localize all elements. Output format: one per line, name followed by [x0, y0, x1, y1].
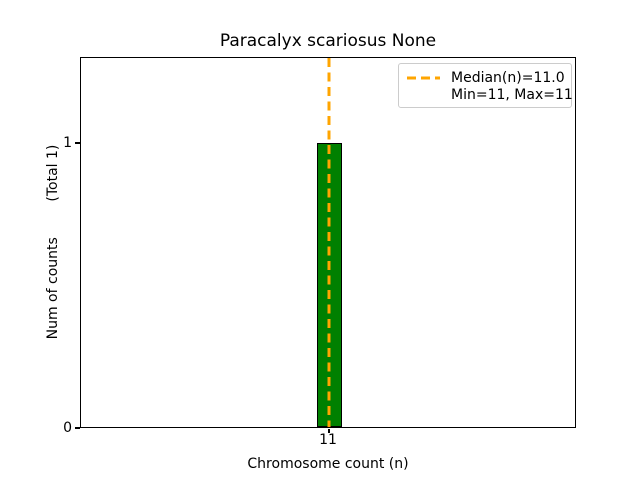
legend-entry-min-max: Min=11, Max=11 [407, 86, 573, 103]
x-tick-label-11: 11 [319, 432, 337, 448]
legend-entry-median: Median(n)=11.0 [407, 69, 565, 86]
x-axis-label: Chromosome count (n) [247, 456, 409, 472]
y-tick-mark-1 [75, 142, 80, 144]
median-line [327, 58, 331, 427]
y-tick-mark-0 [75, 427, 80, 429]
y-tick-label-1: 1 [63, 135, 72, 151]
legend-dashed-line-icon [407, 75, 440, 81]
y-tick-label-0: 0 [63, 420, 72, 436]
legend: Median(n)=11.0 Min=11, Max=11 [398, 63, 573, 108]
chart-title: Paracalyx scariosus None [219, 31, 437, 51]
legend-label-min-max: Min=11, Max=11 [451, 86, 573, 103]
legend-label-median: Median(n)=11.0 [451, 69, 565, 86]
plot-area [80, 57, 576, 428]
x-tick-mark-11 [328, 429, 330, 433]
y-axis-label-text: Num of counts (Total 1) [45, 144, 61, 340]
